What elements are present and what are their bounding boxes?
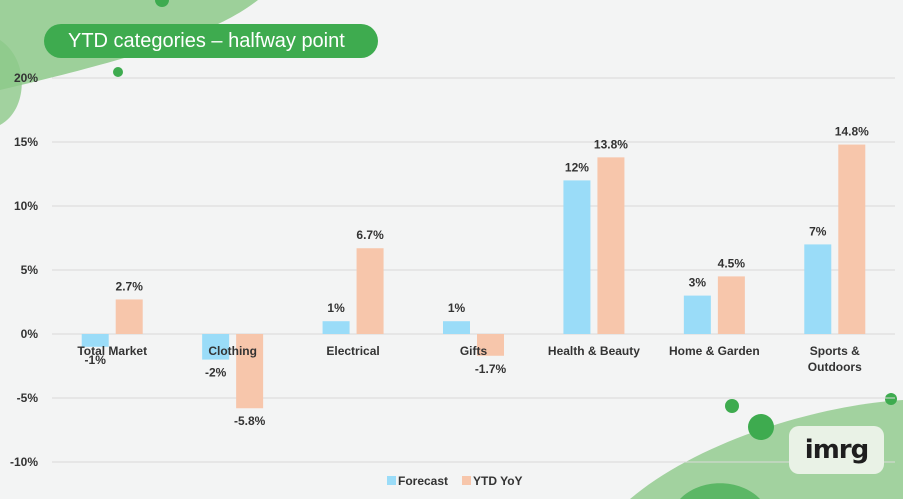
category-label: Electrical	[326, 344, 379, 358]
bar-ytd-yoy	[477, 334, 504, 356]
category-label: Gifts	[460, 344, 488, 358]
category-label: Outdoors	[808, 360, 862, 374]
imrg-logo: imrg	[789, 426, 884, 474]
data-label: -2%	[205, 366, 227, 380]
data-label: -5.8%	[234, 414, 266, 428]
bar-ytd-yoy	[838, 144, 866, 334]
data-label: 6.7%	[356, 228, 384, 242]
legend-swatch	[462, 476, 471, 485]
bar-forecast	[443, 321, 470, 334]
y-tick-label: -5%	[17, 391, 39, 405]
bar-ytd-yoy	[356, 248, 384, 334]
bar-ytd-yoy	[717, 276, 745, 334]
bar-ytd-yoy	[236, 334, 264, 409]
category-label: Home & Garden	[669, 344, 760, 358]
gridlines	[52, 77, 895, 463]
labels: 20% 15% 10% 5% 0% -5% -10% -1% 2.7% Total Market -…	[10, 71, 869, 469]
data-label: -1.7%	[475, 362, 507, 376]
category-label: Total Market	[77, 344, 147, 358]
y-tick-label: 15%	[14, 135, 38, 149]
logo-text: imrg	[804, 435, 869, 465]
category-label: Health & Beauty	[548, 344, 640, 358]
data-label: 1%	[448, 301, 466, 315]
data-label: 1%	[327, 301, 345, 315]
category-label: Clothing	[208, 344, 257, 358]
data-label: 14.8%	[835, 125, 869, 139]
bar-ytd-yoy	[597, 157, 625, 334]
legend: Forecast YTD YoY	[387, 474, 523, 488]
bar-forecast	[804, 244, 832, 334]
bar-forecast	[81, 334, 109, 347]
category-label: Sports &	[810, 344, 860, 358]
bar-forecast	[683, 295, 711, 334]
chart-title: YTD categories – halfway point	[44, 24, 378, 58]
y-tick-label: 10%	[14, 199, 38, 213]
data-label: 13.8%	[594, 137, 628, 151]
data-label: 12%	[565, 160, 589, 174]
data-label: 4.5%	[718, 256, 746, 270]
bar-forecast	[322, 321, 350, 334]
legend-label: YTD YoY	[473, 474, 523, 488]
bars	[81, 144, 866, 409]
y-tick-label: -10%	[10, 455, 38, 469]
y-tick-label: 20%	[14, 71, 38, 85]
y-tick-label: 5%	[21, 263, 39, 277]
bar-forecast	[563, 180, 591, 334]
y-tick-label: 0%	[21, 327, 39, 341]
bar-ytd-yoy	[115, 299, 143, 334]
data-label: 7%	[809, 224, 827, 238]
legend-label: Forecast	[398, 474, 448, 488]
bar-forecast	[202, 334, 230, 360]
data-label: 3%	[689, 276, 707, 290]
data-label: -1%	[85, 353, 107, 367]
legend-swatch	[387, 476, 396, 485]
data-label: 2.7%	[116, 279, 144, 293]
